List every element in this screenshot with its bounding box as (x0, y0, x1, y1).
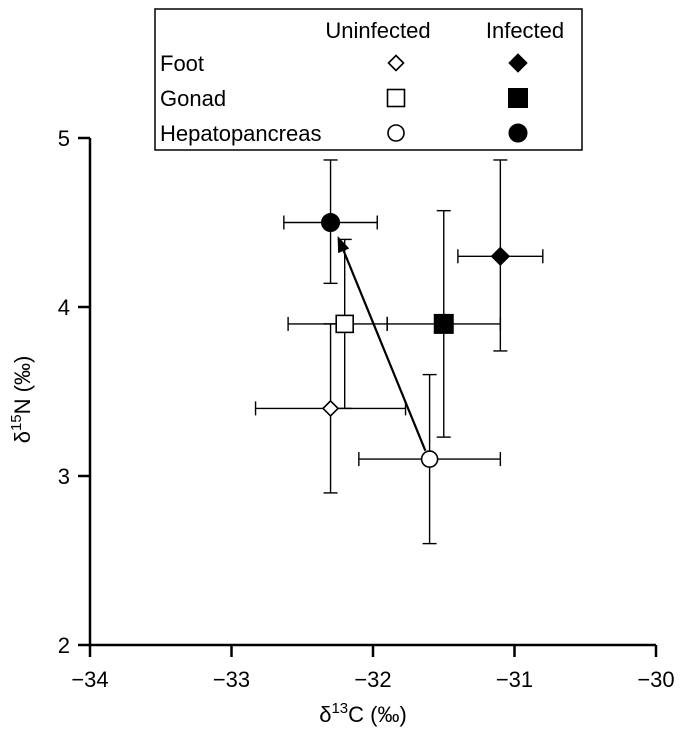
legend-row-label: Foot (160, 51, 204, 76)
gonad-infected-point (433, 313, 454, 334)
hepatopancreas-infected-point (321, 213, 341, 232)
arrow-shaft (342, 250, 427, 452)
legend-foot-uninfected-marker (387, 54, 405, 72)
legend-hepatopancreas-uninfected-marker (387, 124, 405, 142)
legend-row-label: Gonad (160, 86, 226, 111)
legend: Uninfected Infected Foot Gonad Hepatopancrea… (154, 8, 583, 151)
x-tick-label: −30 (637, 667, 674, 692)
x-axis-title: δ13C (‰) (319, 700, 407, 727)
x-tick-label: −31 (496, 667, 533, 692)
hepatopancreas-uninfected-point (420, 450, 439, 468)
axes: −34 −33 −32 −31 −30 2 3 4 5 δ13C (‰) δ15N (‰) (8, 126, 675, 727)
x-tick-label: −33 (213, 667, 250, 692)
legend-hepatopancreas-infected-marker (508, 123, 528, 143)
shift-arrow (337, 236, 427, 452)
error-bars (254, 159, 544, 545)
legend-foot-infected-marker (508, 53, 528, 73)
legend-box (154, 8, 583, 151)
y-tick-label: 5 (58, 126, 70, 151)
legend-header-uninfected: Uninfected (325, 18, 430, 43)
gonad-uninfected-point (335, 314, 355, 334)
x-tick-label: −32 (354, 667, 391, 692)
legend-row-label: Hepatopancreas (160, 121, 321, 146)
data-markers (321, 213, 511, 468)
y-axis-title: δ15N (‰) (8, 356, 35, 444)
foot-infected-point (490, 246, 511, 267)
legend-header-infected: Infected (486, 18, 564, 43)
arrow-head (337, 236, 350, 254)
x-tick-label: −34 (71, 667, 108, 692)
y-tick-label: 2 (58, 633, 70, 658)
legend-gonad-uninfected-marker (386, 88, 406, 108)
legend-gonad-infected-marker (508, 88, 528, 108)
y-tick-label: 3 (58, 464, 70, 489)
y-tick-label: 4 (58, 295, 70, 320)
foot-uninfected-point (321, 399, 340, 418)
